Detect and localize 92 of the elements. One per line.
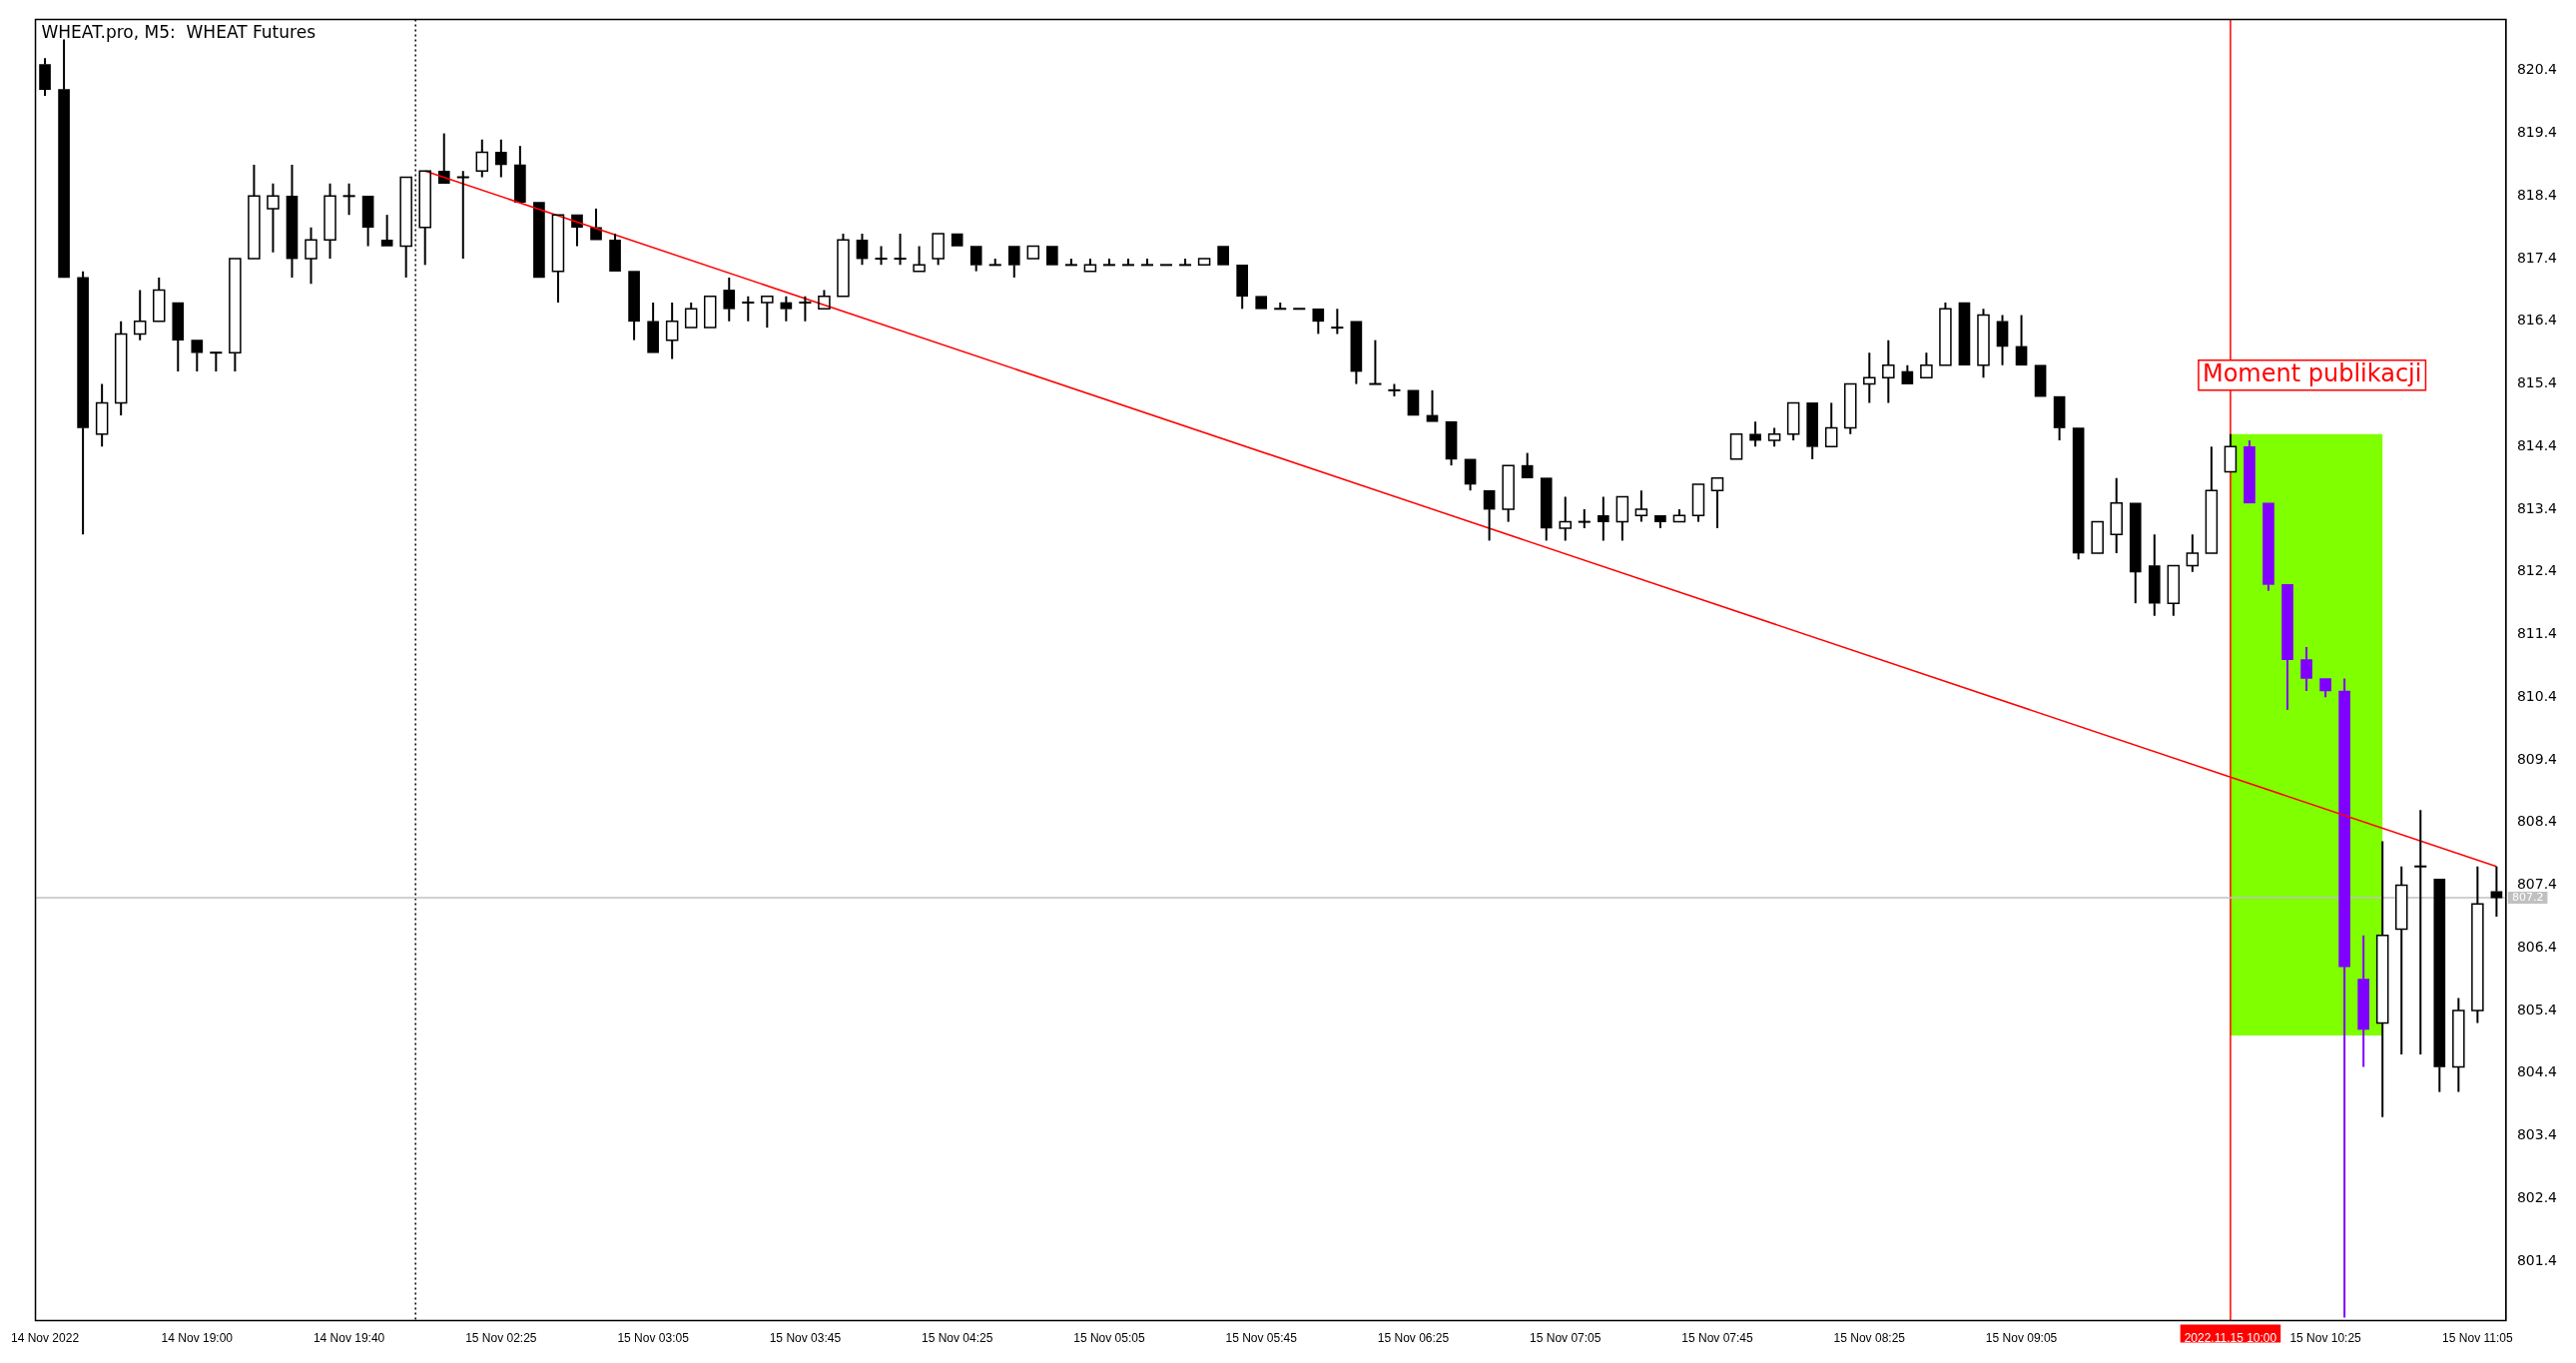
candlestick xyxy=(1939,302,1952,366)
candlestick xyxy=(1806,402,1819,460)
candlestick xyxy=(2338,677,2350,1319)
y-tick-label: 812.4 xyxy=(2516,562,2558,579)
y-tick-label: 805.4 xyxy=(2516,1001,2558,1018)
y-tick-label: 820.4 xyxy=(2516,61,2558,78)
ref-line-label: 807.2 xyxy=(2511,890,2544,904)
candlestick xyxy=(39,57,51,97)
x-tick-label: 15 Nov 11:05 xyxy=(2442,1331,2513,1346)
y-tick-label: 806.4 xyxy=(2516,938,2558,955)
candlestick xyxy=(780,295,793,323)
y-tick-label: 813.4 xyxy=(2516,499,2558,516)
x-tick-label: 15 Nov 02:25 xyxy=(465,1331,537,1346)
candlestick xyxy=(229,258,242,373)
candlestick xyxy=(380,214,393,247)
candlestick xyxy=(418,170,431,267)
candlestick xyxy=(2357,934,2369,1068)
y-tick-label: 803.4 xyxy=(2516,1126,2558,1143)
x-tick-label: 15 Nov 07:05 xyxy=(1530,1331,1602,1346)
candlestick xyxy=(2490,865,2503,918)
candlestick xyxy=(761,295,774,330)
x-tick-label: 2022.11.15 10:00 xyxy=(2184,1331,2277,1346)
candlestick xyxy=(837,232,850,298)
candlestick xyxy=(1540,477,1553,542)
x-tick-label: 15 Nov 04:25 xyxy=(921,1331,993,1346)
candlestick xyxy=(856,232,869,267)
candlestick xyxy=(1996,314,2009,366)
x-tick-label: 15 Nov 07:45 xyxy=(1681,1331,1754,1346)
candlestick xyxy=(2300,646,2312,693)
candlestick xyxy=(723,276,736,323)
candlestick xyxy=(647,302,659,353)
y-tick-label: 817.4 xyxy=(2516,249,2558,266)
candlestick xyxy=(2053,395,2066,442)
candlestick xyxy=(1464,458,1477,492)
candlestick xyxy=(2433,878,2446,1093)
y-tick-label: 814.4 xyxy=(2516,436,2558,453)
candlestick xyxy=(514,145,526,203)
candlestick xyxy=(1350,321,1363,385)
candlestick xyxy=(2110,476,2123,554)
candlestick xyxy=(2015,314,2028,366)
candlestick xyxy=(2281,584,2293,711)
candlestick xyxy=(2244,439,2255,504)
candlestick xyxy=(2072,427,2085,561)
candlestick xyxy=(1483,489,1496,542)
candlestick xyxy=(1597,495,1610,542)
y-tick-label: 818.4 xyxy=(2516,186,2558,203)
x-tick-label: 14 Nov 19:00 xyxy=(161,1331,234,1346)
candlestick xyxy=(2129,502,2142,605)
candlestick xyxy=(609,232,621,272)
y-tick-label: 801.4 xyxy=(2516,1251,2558,1268)
candlestick xyxy=(1312,308,1325,336)
candlestick xyxy=(1426,388,1439,422)
x-tick-label: 14 Nov 19:40 xyxy=(313,1331,385,1346)
y-tick-label: 819.4 xyxy=(2516,124,2558,141)
candlestick xyxy=(1007,246,1020,279)
x-tick-label: 15 Nov 03:45 xyxy=(769,1331,842,1346)
candlestick xyxy=(495,138,507,179)
x-tick-label: 15 Nov 05:05 xyxy=(1073,1331,1145,1346)
y-tick-label: 809.4 xyxy=(2516,750,2558,767)
chart-title: WHEAT.pro, M5: WHEAT Futures xyxy=(41,22,317,43)
candlestick xyxy=(1654,515,1666,529)
candlestick xyxy=(590,207,602,241)
y-tick-label: 810.4 xyxy=(2516,687,2558,704)
y-tick-label: 804.4 xyxy=(2516,1063,2558,1080)
x-tick-label: 15 Nov 09:05 xyxy=(1985,1331,2058,1346)
annotation: Moment publikacji xyxy=(2202,359,2422,388)
candlestick xyxy=(191,340,204,373)
x-tick-label: 14 Nov 2022 xyxy=(11,1331,80,1346)
y-tick-label: 811.4 xyxy=(2516,625,2558,642)
candlestick xyxy=(286,163,299,279)
y-tick-label: 816.4 xyxy=(2516,312,2558,329)
candlestick xyxy=(1445,420,1458,467)
candlestick xyxy=(1236,265,1248,311)
y-tick-label: 815.4 xyxy=(2516,374,2558,391)
candlestick xyxy=(172,302,185,373)
candlestick xyxy=(1749,420,1761,448)
y-tick-label: 802.4 xyxy=(2516,1188,2558,1205)
x-tick-label: 15 Nov 10:25 xyxy=(2289,1331,2362,1346)
candlestick xyxy=(1502,464,1515,523)
candlestick xyxy=(2319,678,2331,699)
candlestick xyxy=(1901,363,1914,384)
x-tick-label: 15 Nov 08:25 xyxy=(1833,1331,1906,1346)
x-tick-label: 15 Nov 06:25 xyxy=(1377,1331,1450,1346)
candlestick xyxy=(1521,451,1534,479)
candlestick xyxy=(77,270,89,536)
candlestick xyxy=(2262,502,2274,592)
candlestick xyxy=(969,246,982,273)
x-tick-label: 15 Nov 03:05 xyxy=(617,1331,690,1346)
y-tick-label: 808.4 xyxy=(2516,813,2558,830)
x-tick-label: 15 Nov 05:45 xyxy=(1225,1331,1298,1346)
candlestick xyxy=(2148,533,2161,617)
y-tick-label: 807.4 xyxy=(2516,876,2558,893)
